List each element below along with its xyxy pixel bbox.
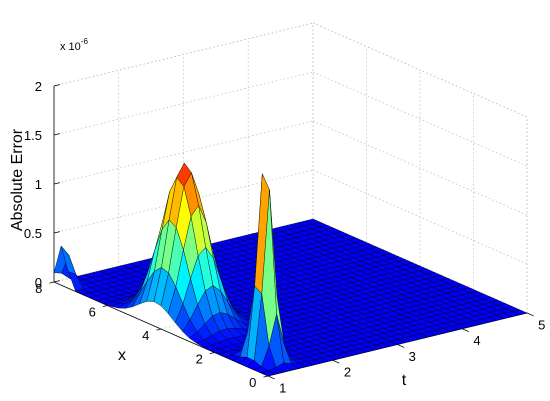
z-tick-mark — [53, 133, 60, 136]
x-tick-label: 4 — [142, 328, 149, 343]
t-tick-label: 2 — [344, 365, 351, 380]
x-tick-label: 0 — [249, 375, 256, 390]
z-tick-mark — [53, 84, 60, 87]
surface-mesh — [53, 162, 528, 377]
t-axis-label: t — [402, 372, 407, 389]
t-tick-label: 1 — [279, 380, 286, 395]
grid-line — [53, 71, 314, 136]
z-exponent: x 10-6 — [60, 37, 88, 53]
grid-line — [53, 22, 314, 87]
x-tick-mark — [156, 328, 162, 331]
z-tick-mark — [53, 280, 60, 283]
z-tick-label: 1.5 — [24, 128, 42, 143]
z-tick-label: 0.5 — [24, 226, 42, 241]
t-tick-mark — [462, 328, 470, 333]
x-tick-mark — [49, 281, 55, 284]
z-exponent-prefix: x 10 — [60, 41, 81, 53]
grid-line — [53, 120, 314, 185]
t-tick-label: 4 — [473, 333, 480, 348]
grid-line — [312, 22, 528, 118]
x-tick-mark — [209, 352, 215, 354]
x-tick-mark — [263, 375, 269, 378]
x-tick-label: 2 — [196, 351, 203, 366]
x-tick-label: 6 — [89, 304, 96, 319]
z-tick-mark — [53, 231, 60, 234]
x-tick-mark — [102, 305, 108, 307]
t-tick-mark — [397, 344, 405, 348]
z-tick-mark — [53, 182, 60, 185]
t-tick-label: 5 — [538, 317, 545, 332]
grid-line — [312, 169, 528, 265]
x-axis-label: x — [118, 347, 126, 364]
t-tick-mark — [267, 375, 275, 380]
grid-line — [312, 71, 528, 167]
t-tick-label: 3 — [409, 349, 416, 364]
z-axis-label: Absolute Error — [9, 128, 26, 231]
z-tick-label: 2 — [35, 79, 42, 94]
t-tick-mark — [526, 312, 534, 317]
grid-line — [312, 120, 528, 216]
z-exponent-power: -6 — [81, 37, 89, 46]
x-tick-label: 8 — [35, 281, 42, 296]
z-tick-label: 0 — [35, 275, 42, 290]
surface-patch — [260, 370, 277, 377]
z-tick-label: 1 — [35, 177, 42, 192]
t-tick-mark — [332, 359, 340, 364]
